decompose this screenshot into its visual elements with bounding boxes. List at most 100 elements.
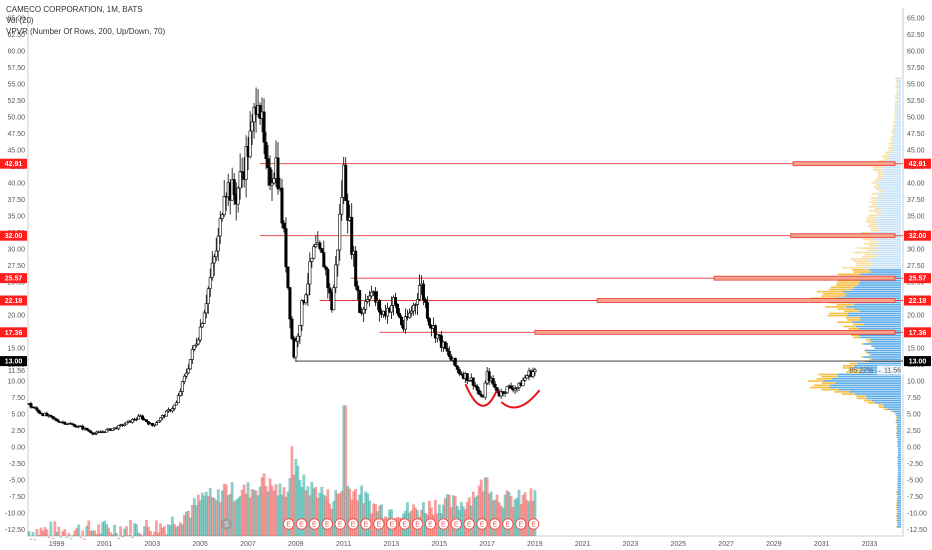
candle-body: [366, 299, 370, 302]
volume-bar: [282, 487, 286, 536]
candle-body: [312, 246, 316, 259]
y-tick-right: -2.50: [907, 461, 923, 468]
candle-body: [336, 249, 340, 266]
candle-body: [204, 303, 208, 314]
volume-bar: [91, 530, 95, 536]
volume-bar: [513, 499, 517, 536]
volume-profile-up: [854, 303, 901, 306]
volume-profile-up: [876, 219, 901, 221]
candle-body: [194, 343, 198, 346]
y-tick-right: 30.00: [907, 246, 925, 253]
candle-body: [144, 419, 148, 422]
volume-profile-up: [893, 144, 901, 147]
volume-bar: [123, 528, 126, 536]
candle-body: [445, 348, 449, 352]
candle-body: [521, 380, 525, 387]
y-tick-right: 0.00: [907, 444, 921, 451]
candle-body: [479, 394, 483, 397]
candle-body: [471, 377, 475, 386]
volume-bar: [278, 483, 282, 536]
volume-profile-up: [878, 249, 901, 252]
candle-body: [453, 357, 457, 367]
candle-body: [439, 335, 443, 348]
x-tick-label: 2007: [240, 541, 256, 548]
volume-profile-up: [851, 288, 901, 291]
volume-profile-up: [897, 441, 901, 443]
volume-bar: [511, 507, 515, 536]
legend-vol[interactable]: Vol (20): [6, 16, 34, 25]
volume-profile-up: [877, 192, 901, 195]
event-marker-label: E: [338, 522, 343, 529]
volume-profile-up: [894, 134, 901, 136]
volume-bar: [344, 405, 348, 536]
volume-profile-up: [876, 225, 901, 228]
candle-body: [268, 167, 272, 186]
x-tick-label: 2001: [97, 541, 113, 548]
event-marker-label: E: [518, 522, 523, 529]
volume-profile-up: [895, 116, 901, 119]
volume-bar: [332, 501, 336, 536]
volume-bar: [55, 531, 59, 536]
volume-profile-down: [867, 249, 879, 252]
volume-profile-down: [864, 349, 865, 352]
volume-profile-down: [861, 343, 865, 345]
volume-profile-up: [892, 142, 901, 145]
legend-vpvr[interactable]: VPVR (Number Of Rows, 200, Up/Down, 70): [6, 27, 166, 36]
volume-profile-down: [821, 382, 836, 384]
volume-profile-up: [830, 384, 901, 387]
volume-bar: [59, 536, 63, 538]
volume-bar: [515, 497, 519, 536]
volume-bar: [65, 536, 69, 538]
x-tick-label: 2021: [575, 541, 591, 548]
volume-profile-up: [845, 306, 901, 308]
volume-profile-down: [883, 408, 888, 411]
volume-profile-down: [890, 138, 893, 141]
volume-bar: [210, 497, 214, 536]
volume-profile-up: [896, 101, 901, 103]
volume-profile-down: [821, 295, 845, 297]
y-tick-left: -5.00: [9, 477, 25, 484]
y-tick-left: 5.00: [11, 411, 25, 418]
volume-bar: [533, 490, 537, 536]
volume-bar: [45, 529, 49, 536]
volume-profile-up: [872, 262, 901, 265]
y-tick-left: 10.00: [7, 378, 25, 385]
volume-profile-up: [873, 238, 901, 241]
volume-profile-down: [872, 192, 878, 195]
candle-body: [457, 369, 461, 374]
candle-body: [51, 416, 55, 419]
candle-body: [433, 325, 437, 339]
candle-body: [232, 179, 236, 195]
candle-body: [513, 388, 517, 391]
volume-bar: [254, 490, 258, 536]
event-marker-label: E: [299, 522, 304, 529]
volume-profile-up: [892, 410, 901, 413]
earnings-marker: [295, 518, 308, 530]
earnings-marker: [489, 518, 501, 530]
volume-profile-down: [875, 212, 883, 215]
volume-profile-up: [893, 140, 901, 143]
volume-profile-up: [875, 205, 901, 208]
volume-bar: [119, 526, 123, 536]
earnings-marker: [527, 518, 540, 530]
candle-body: [370, 292, 374, 297]
volume-bar: [186, 510, 190, 536]
y-tick-right: 10.00: [907, 378, 925, 385]
volume-bar: [230, 482, 234, 536]
volume-bar: [99, 533, 103, 536]
volume-profile-up: [896, 118, 901, 121]
candle-body: [328, 287, 332, 294]
volume-profile-up: [859, 282, 901, 284]
volume-profile-down: [896, 508, 898, 511]
candle-body: [290, 318, 294, 339]
volume-profile-down: [860, 232, 871, 234]
volume-profile-up: [875, 201, 901, 204]
candle-body: [93, 433, 97, 435]
volume-profile-down: [849, 362, 858, 365]
level-tag-right-text: 32.00: [909, 233, 927, 240]
volume-profile-up: [892, 138, 901, 141]
volume-profile-down: [896, 417, 898, 419]
volume-bar: [475, 495, 479, 536]
candle-body: [125, 421, 129, 425]
